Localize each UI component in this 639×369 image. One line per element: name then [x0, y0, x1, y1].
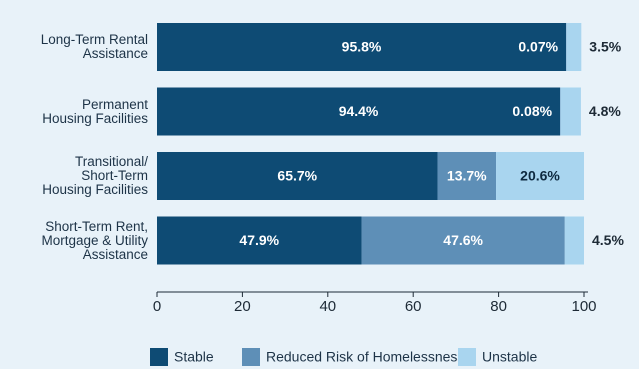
legend-label: Unstable [482, 349, 537, 365]
x-tick-label: 80 [490, 298, 507, 315]
bar-segment [157, 87, 561, 136]
value-label: 47.6% [443, 232, 483, 248]
bar-segment [437, 152, 497, 200]
bar-segment [361, 216, 565, 265]
value-label: 0.07% [518, 39, 558, 55]
value-label: 4.5% [592, 232, 624, 248]
bar-segment [157, 216, 362, 265]
bar-segment [566, 23, 582, 71]
value-label: 4.8% [589, 103, 621, 119]
category-label: Short-Term Rent, Mortgage & Utility Assi… [41, 218, 148, 262]
legend-label: Stable [174, 349, 214, 365]
x-tick-label: 40 [319, 298, 336, 315]
x-tick-label: 20 [234, 298, 251, 315]
x-tick-label: 0 [153, 298, 161, 315]
bar-segment [157, 152, 438, 200]
category-label: Permanent Housing Facilities [42, 96, 148, 126]
value-label: 65.7% [277, 168, 317, 184]
value-label: 94.4% [339, 103, 379, 119]
value-label: 47.9% [239, 232, 279, 248]
bar-segment [560, 87, 581, 136]
value-label: 13.7% [447, 168, 487, 184]
legend-swatch [242, 348, 260, 366]
legend-swatch [150, 348, 168, 366]
category-label: Transitional/ Short-Term Housing Facilit… [42, 154, 148, 197]
value-label: 3.5% [589, 39, 621, 55]
value-label: 20.6% [520, 168, 560, 184]
value-label: 0.08% [512, 103, 552, 119]
x-tick-label: 60 [405, 298, 422, 315]
category-label: Long-Term Rental Assistance [40, 32, 148, 61]
legend-swatch [458, 348, 476, 366]
legend-label: Reduced Risk of Homelessness [266, 349, 464, 365]
bar-segment [157, 23, 567, 71]
bar-segment [564, 216, 584, 265]
bar-segment [496, 152, 584, 200]
value-label: 95.8% [342, 39, 382, 55]
x-tick-label: 100 [571, 298, 596, 315]
